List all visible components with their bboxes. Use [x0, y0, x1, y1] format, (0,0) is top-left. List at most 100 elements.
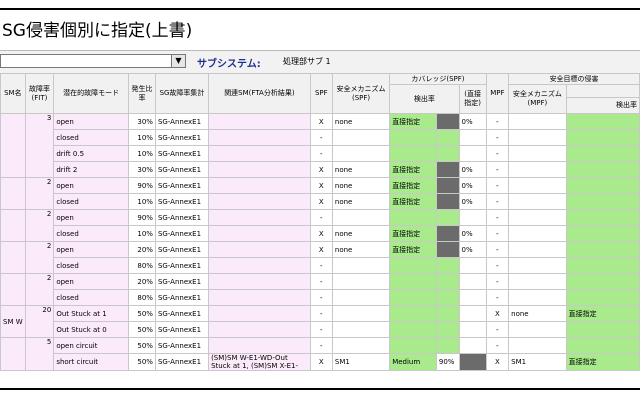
cell-safety-mech-spf[interactable]: SM1 [331, 353, 391, 371]
cell-coverage-value[interactable] [435, 129, 460, 146]
cell-safety-mech-mpf[interactable] [508, 225, 567, 242]
cell-detection-rate-mpf[interactable] [565, 161, 640, 178]
cell-coverage-value[interactable] [435, 193, 460, 210]
cell-detection-rate-mpf[interactable]: 直接指定 [565, 353, 640, 371]
cell-spf[interactable]: X [309, 193, 333, 210]
cell-detection-rate-mpf[interactable] [565, 337, 640, 354]
cell-spf[interactable]: - [309, 145, 333, 162]
cell-safety-mech-spf[interactable]: none [331, 241, 391, 258]
cell-safety-mech-mpf[interactable] [508, 209, 567, 226]
cell-detection-rate[interactable]: 直接指定 [389, 113, 437, 130]
cell-safety-mech-spf[interactable]: none [331, 193, 391, 210]
cell-spf[interactable]: X [309, 225, 333, 242]
cell-mpf[interactable]: - [485, 129, 510, 146]
cell-detection-rate[interactable] [389, 273, 437, 290]
cell-safety-mech-spf[interactable]: none [331, 177, 391, 194]
chevron-down-icon[interactable]: ▼ [171, 55, 185, 67]
cell-direct-spec[interactable]: 0% [458, 113, 487, 130]
system-dropdown[interactable]: ▼ [0, 54, 186, 68]
cell-safety-mech-spf[interactable] [331, 337, 391, 354]
cell-safety-mech-mpf[interactable] [508, 193, 567, 210]
cell-direct-spec[interactable] [458, 209, 487, 226]
cell-coverage-value[interactable] [435, 145, 460, 162]
cell-coverage-value[interactable] [435, 305, 460, 322]
cell-mpf[interactable]: - [485, 241, 510, 258]
cell-spf[interactable]: - [309, 289, 333, 306]
cell-detection-rate-mpf[interactable] [565, 209, 640, 226]
cell-safety-mech-mpf[interactable] [508, 177, 567, 194]
cell-detection-rate[interactable]: Medium [389, 353, 437, 371]
cell-mpf[interactable]: - [485, 321, 510, 338]
cell-direct-spec[interactable] [458, 353, 487, 371]
cell-direct-spec[interactable] [458, 129, 487, 146]
cell-safety-mech-mpf[interactable]: none [508, 305, 567, 322]
cell-mpf[interactable]: - [485, 209, 510, 226]
cell-safety-mech-spf[interactable]: none [331, 113, 391, 130]
cell-detection-rate[interactable] [389, 209, 437, 226]
cell-direct-spec[interactable] [458, 305, 487, 322]
cell-detection-rate-mpf[interactable] [565, 225, 640, 242]
cell-safety-mech-spf[interactable]: none [331, 161, 391, 178]
cell-safety-mech-mpf[interactable] [508, 257, 567, 274]
cell-spf[interactable]: - [309, 337, 333, 354]
cell-direct-spec[interactable]: 0% [458, 193, 487, 210]
cell-detection-rate-mpf[interactable]: 直接指定 [565, 305, 640, 322]
cell-coverage-value[interactable] [435, 273, 460, 290]
cell-direct-spec[interactable] [458, 273, 487, 290]
cell-spf[interactable]: X [309, 177, 333, 194]
cell-safety-mech-spf[interactable] [331, 257, 391, 274]
cell-mpf[interactable]: X [485, 305, 510, 322]
cell-safety-mech-spf[interactable] [331, 209, 391, 226]
cell-detection-rate[interactable] [389, 257, 437, 274]
cell-mpf[interactable]: - [485, 225, 510, 242]
cell-spf[interactable]: X [309, 113, 333, 130]
cell-detection-rate[interactable]: 直接指定 [389, 193, 437, 210]
cell-detection-rate[interactable]: 直接指定 [389, 241, 437, 258]
cell-direct-spec[interactable] [458, 289, 487, 306]
cell-spf[interactable]: - [309, 321, 333, 338]
cell-direct-spec[interactable]: 0% [458, 177, 487, 194]
cell-detection-rate-mpf[interactable] [565, 177, 640, 194]
cell-coverage-value[interactable] [435, 177, 460, 194]
cell-direct-spec[interactable] [458, 257, 487, 274]
cell-detection-rate[interactable] [389, 145, 437, 162]
cell-coverage-value[interactable] [435, 161, 460, 178]
cell-detection-rate-mpf[interactable] [565, 193, 640, 210]
cell-mpf[interactable]: - [485, 161, 510, 178]
cell-direct-spec[interactable] [458, 337, 487, 354]
cell-direct-spec[interactable]: 0% [458, 225, 487, 242]
cell-safety-mech-mpf[interactable]: SM1 [508, 353, 567, 371]
cell-direct-spec[interactable]: 0% [458, 241, 487, 258]
cell-detection-rate[interactable] [389, 305, 437, 322]
cell-coverage-value[interactable] [435, 257, 460, 274]
cell-safety-mech-mpf[interactable] [508, 113, 567, 130]
cell-safety-mech-mpf[interactable] [508, 129, 567, 146]
cell-detection-rate-mpf[interactable] [565, 273, 640, 290]
cell-detection-rate[interactable]: 直接指定 [389, 225, 437, 242]
cell-safety-mech-mpf[interactable] [508, 273, 567, 290]
cell-coverage-value[interactable] [435, 289, 460, 306]
cell-spf[interactable]: X [309, 161, 333, 178]
cell-spf[interactable]: - [309, 273, 333, 290]
cell-safety-mech-mpf[interactable] [508, 321, 567, 338]
cell-mpf[interactable]: - [485, 113, 510, 130]
cell-spf[interactable]: X [309, 241, 333, 258]
cell-safety-mech-spf[interactable] [331, 289, 391, 306]
cell-detection-rate[interactable] [389, 337, 437, 354]
cell-coverage-value[interactable]: 90% [435, 353, 460, 371]
cell-direct-spec[interactable]: 0% [458, 161, 487, 178]
cell-detection-rate-mpf[interactable] [565, 113, 640, 130]
cell-detection-rate[interactable] [389, 129, 437, 146]
cell-mpf[interactable]: - [485, 177, 510, 194]
cell-coverage-value[interactable] [435, 209, 460, 226]
cell-mpf[interactable]: - [485, 337, 510, 354]
cell-safety-mech-mpf[interactable] [508, 161, 567, 178]
cell-safety-mech-spf[interactable] [331, 273, 391, 290]
cell-coverage-value[interactable] [435, 241, 460, 258]
cell-detection-rate-mpf[interactable] [565, 241, 640, 258]
cell-spf[interactable]: X [309, 353, 333, 371]
cell-direct-spec[interactable] [458, 145, 487, 162]
cell-detection-rate-mpf[interactable] [565, 129, 640, 146]
cell-coverage-value[interactable] [435, 225, 460, 242]
cell-direct-spec[interactable] [458, 321, 487, 338]
